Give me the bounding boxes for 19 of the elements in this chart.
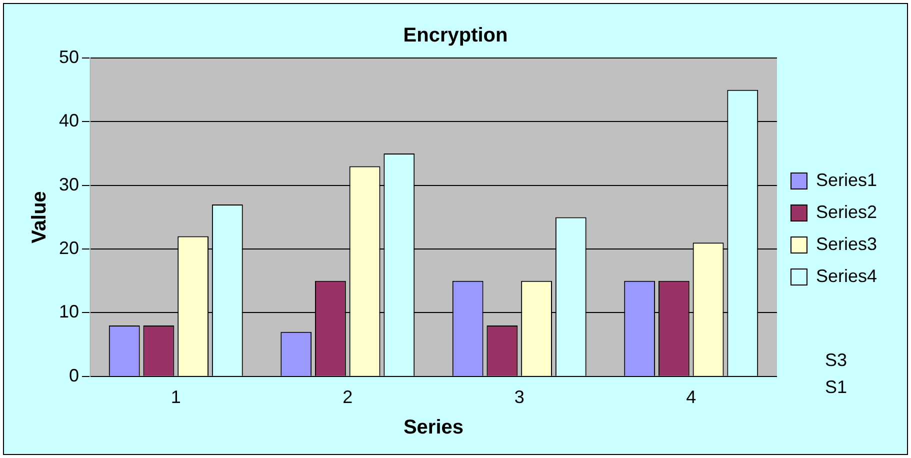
y-tick-label: 30: [58, 174, 80, 194]
x-tick-label: 1: [170, 387, 181, 408]
y-tick-label: 40: [58, 110, 80, 131]
x-tick-label: 3: [514, 387, 524, 408]
chart-title: Encryption: [403, 24, 508, 47]
x-tick-label: 4: [686, 387, 696, 408]
text: S1: [824, 377, 847, 398]
y-tick-label: 0: [69, 365, 80, 386]
legend-label: Series2: [816, 202, 877, 222]
legend-label: Series3: [816, 234, 877, 254]
legend-label: Series4: [816, 266, 877, 286]
y-tick-label: 20: [58, 238, 80, 258]
y-tick-label: 10: [58, 302, 80, 322]
x-tick-label: 2: [342, 387, 353, 408]
text: S3: [824, 350, 847, 371]
y-axis-title: Value: [28, 191, 51, 244]
y-tick-label: 50: [58, 46, 80, 67]
legend-label: Series1: [816, 170, 877, 190]
x-axis-title: Series: [403, 416, 464, 439]
